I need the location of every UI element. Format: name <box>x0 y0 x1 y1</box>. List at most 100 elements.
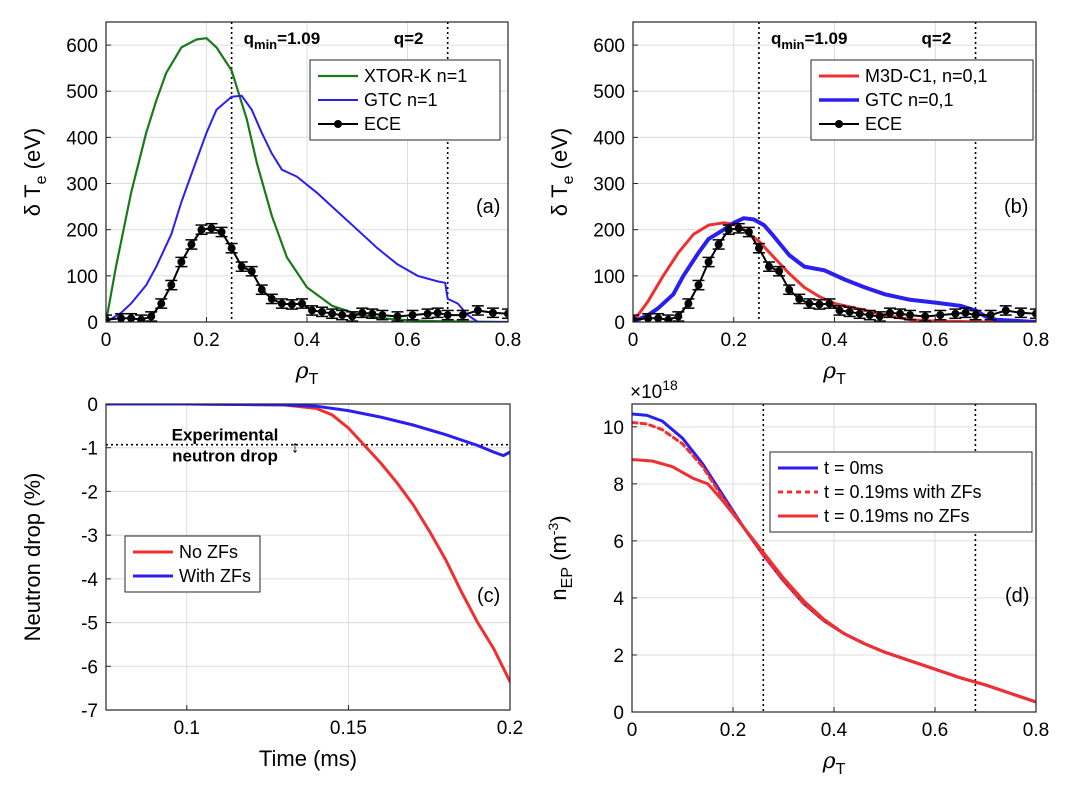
legend-entry: t = 0.19ms with ZFs <box>824 482 982 502</box>
data-point <box>147 312 156 321</box>
data-point <box>694 281 703 290</box>
data-point <box>936 311 945 320</box>
x-axis-label: ρT <box>822 749 846 778</box>
y-tick-label: 500 <box>66 82 98 103</box>
series-line-gtc-n-0-1 <box>633 216 1036 322</box>
y-axis-label: δ Te (eV) <box>20 128 50 216</box>
data-point <box>714 240 723 249</box>
y-axis-label-unit: (eV) <box>547 128 572 176</box>
x-tick-label: 0 <box>101 330 112 351</box>
data-point <box>368 309 377 318</box>
data-point <box>348 312 357 321</box>
data-point <box>117 314 126 322</box>
data-point <box>308 306 317 315</box>
exponent-sup: 18 <box>662 377 678 393</box>
x-tick-label: 0.6 <box>922 330 948 351</box>
data-point <box>287 300 296 309</box>
y-tick-label: 0 <box>87 313 98 334</box>
data-point <box>865 311 874 320</box>
experimental-label-line1: Experimental <box>172 426 279 445</box>
data-point <box>825 299 834 308</box>
series-line-with-zfs <box>106 404 510 458</box>
series-line-gtc-n-1 <box>106 94 508 322</box>
data-point <box>207 224 216 233</box>
y-tick-label: 0 <box>614 313 625 334</box>
y-tick-label: 500 <box>593 82 625 103</box>
legend: M3D-C1, n=0,1 GTC n=0,1 ECE <box>810 59 1034 141</box>
panel-label: (b) <box>1004 196 1028 218</box>
q2-annotation: q=2 <box>922 29 952 48</box>
data-point <box>217 228 226 236</box>
y-tick-label: 600 <box>66 36 98 57</box>
x-axis-label: ρT <box>822 359 846 388</box>
data-point <box>644 314 653 322</box>
y-tick-label: -5 <box>81 614 98 635</box>
x-axis-label-sub: T <box>309 371 319 388</box>
data-point <box>443 311 452 320</box>
data-point <box>875 312 884 321</box>
y-axis-label-text: Neutron drop (%) <box>20 473 45 642</box>
data-point <box>408 311 417 320</box>
panel-label: (c) <box>477 585 500 607</box>
qmin-base: q <box>771 29 781 48</box>
qmin-sub: min <box>781 37 804 52</box>
data-point <box>775 267 784 276</box>
legend-entry: t = 0ms <box>824 458 884 478</box>
experimental-label-line2: neutron drop <box>172 447 278 466</box>
data-point <box>177 258 186 266</box>
x-axis-label-base: ρ <box>822 749 836 774</box>
qmin-rest: =1.09 <box>277 29 320 48</box>
data-point <box>835 306 844 315</box>
x-tick-label: 0.15 <box>330 718 367 739</box>
data-point <box>885 308 894 317</box>
y-exponent-label: ×1018 <box>630 377 678 403</box>
data-point <box>267 294 276 303</box>
data-point <box>1001 306 1010 315</box>
legend-entry: No ZFs <box>179 542 238 562</box>
x-tick-label: 0.4 <box>821 720 848 741</box>
data-point <box>488 308 497 317</box>
y-axis-label-sub: e <box>33 175 50 184</box>
y-axis-label-sup: -3 <box>545 523 561 536</box>
y-tick-label: 300 <box>66 175 98 196</box>
y-axis-label-base: δ T <box>547 184 572 216</box>
y-tick-label: 0 <box>613 703 624 724</box>
legend-entry: GTC n=1 <box>364 90 438 110</box>
qmin-sub: min <box>254 37 277 52</box>
y-tick-label: 100 <box>66 267 98 288</box>
data-point <box>157 299 166 308</box>
x-axis-label: Time (ms) <box>259 746 357 771</box>
y-tick-label: 200 <box>593 221 625 242</box>
y-axis-label-unit: (eV) <box>20 128 45 176</box>
data-point <box>845 307 854 316</box>
y-tick-label: -1 <box>81 439 98 460</box>
panel-label: (d) <box>1005 585 1029 607</box>
x-axis-label-sub: T <box>836 371 846 388</box>
data-point <box>338 311 347 320</box>
data-point <box>187 240 196 249</box>
legend-marker <box>835 120 843 128</box>
legend-entry: t = 0.19ms no ZFs <box>824 506 970 526</box>
data-point <box>237 262 246 271</box>
y-tick-label: -3 <box>81 526 98 547</box>
data-point <box>724 225 733 234</box>
data-point <box>805 299 814 308</box>
data-point <box>704 258 713 266</box>
axes-frame <box>105 403 511 711</box>
panel-label: (a) <box>476 196 500 218</box>
y-tick-label: 300 <box>593 175 625 196</box>
qmin-annotation: qmin=1.09 <box>771 29 848 52</box>
data-point <box>504 309 508 318</box>
data-point <box>744 228 753 236</box>
data-point <box>257 285 266 294</box>
plot-area <box>633 22 1036 322</box>
y-tick-label: -6 <box>81 657 98 678</box>
qmin-rest: =1.09 <box>804 29 847 48</box>
y-tick-label: 200 <box>66 221 98 242</box>
data-point <box>227 244 236 253</box>
data-point <box>674 312 683 321</box>
data-point <box>684 299 693 308</box>
data-point <box>921 312 930 321</box>
x-axis-label: ρT <box>295 359 319 388</box>
